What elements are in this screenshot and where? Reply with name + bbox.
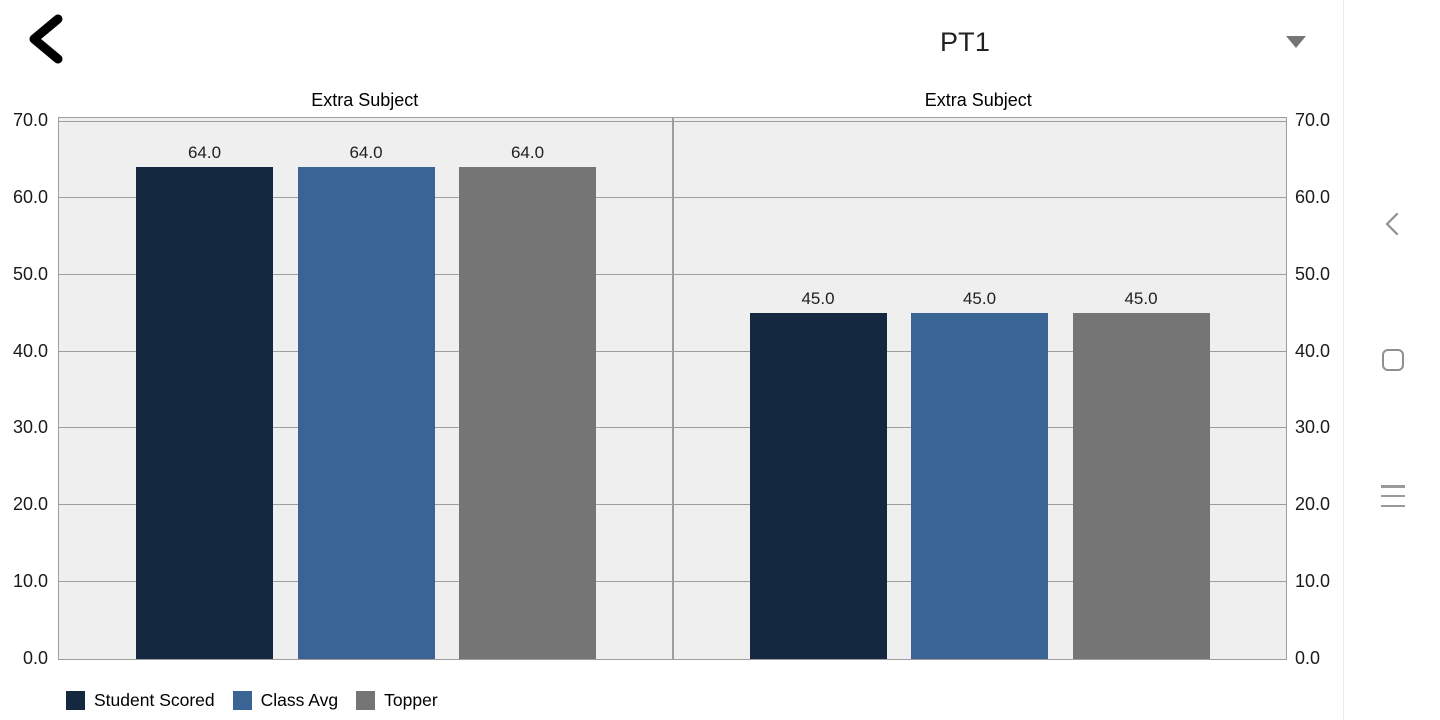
chart-legend: Student Scored Class Avg Topper [66, 690, 456, 711]
legend-item: Class Avg [232, 690, 339, 711]
legend-swatch [232, 691, 252, 710]
bar-topper[interactable] [1072, 313, 1210, 659]
bar-value-label: 45.0 [962, 289, 997, 309]
y-axis-tick-label: 40.0 [1295, 340, 1331, 361]
chart-panel-title: Extra Subject [924, 90, 1032, 110]
y-axis-tick-label: 30.0 [12, 417, 48, 438]
y-axis-tick-label: 10.0 [1295, 571, 1331, 592]
y-axis-tick-label: 50.0 [12, 263, 48, 284]
dropdown-caret-icon [1286, 36, 1306, 48]
y-axis-tick-label: 0.0 [1295, 648, 1321, 668]
bar-student-scored[interactable] [749, 313, 887, 659]
back-arrow-icon [29, 14, 63, 63]
legend-label: Class Avg [260, 690, 339, 710]
exam-selector-value: PT1 [939, 26, 991, 57]
legend-item: Topper [356, 690, 438, 711]
y-axis-tick-label: 20.0 [12, 494, 48, 515]
bar-value-label: 64.0 [349, 143, 383, 163]
y-axis-tick-label: 60.0 [12, 186, 48, 207]
legend-label: Student Scored [94, 690, 215, 710]
back-button[interactable] [22, 10, 70, 70]
nav-back-button[interactable] [1369, 200, 1417, 248]
bar-chart-plot[interactable]: 64.0 64.0 64.0 45.0 45.0 45.0 [58, 117, 1287, 660]
bar-class-avg[interactable] [297, 167, 435, 659]
legend-swatch [66, 691, 85, 710]
y-axis-tick-label: 40.0 [12, 340, 48, 361]
chart-panel-title: Extra Subject [311, 90, 419, 110]
bar-value-label: 64.0 [510, 143, 545, 163]
nav-back-icon [1385, 212, 1399, 236]
y-axis-tick-label: 70.0 [12, 110, 48, 130]
y-axis-tick-label: 30.0 [1295, 417, 1331, 438]
legend-swatch [356, 691, 376, 710]
bar-student-scored[interactable] [136, 167, 273, 659]
bar-value-label: 64.0 [187, 143, 222, 163]
legend-item: Student Scored [66, 690, 215, 711]
bar-topper[interactable] [459, 167, 596, 659]
y-axis-tick-label: 60.0 [1295, 186, 1331, 207]
legend-label: Topper [384, 690, 438, 710]
exam-selector-dropdown[interactable]: PT1 [620, 20, 1310, 64]
panel-divider [671, 118, 674, 659]
bar-value-label: 45.0 [1124, 289, 1158, 309]
bar-class-avg[interactable] [911, 313, 1048, 659]
y-axis-tick-label: 50.0 [1295, 263, 1331, 284]
nav-recents-button[interactable] [1369, 472, 1417, 520]
y-axis-tick-label: 20.0 [1295, 494, 1331, 515]
nav-recents-icon [1381, 485, 1405, 507]
y-axis-tick-label: 0.0 [22, 648, 48, 668]
nav-home-icon [1382, 349, 1404, 371]
nav-home-button[interactable] [1369, 336, 1417, 384]
nav-rail-divider [1343, 0, 1344, 720]
bar-value-label: 45.0 [801, 289, 835, 309]
y-axis-tick-label: 70.0 [1295, 110, 1331, 130]
y-axis-tick-label: 10.0 [12, 571, 48, 592]
